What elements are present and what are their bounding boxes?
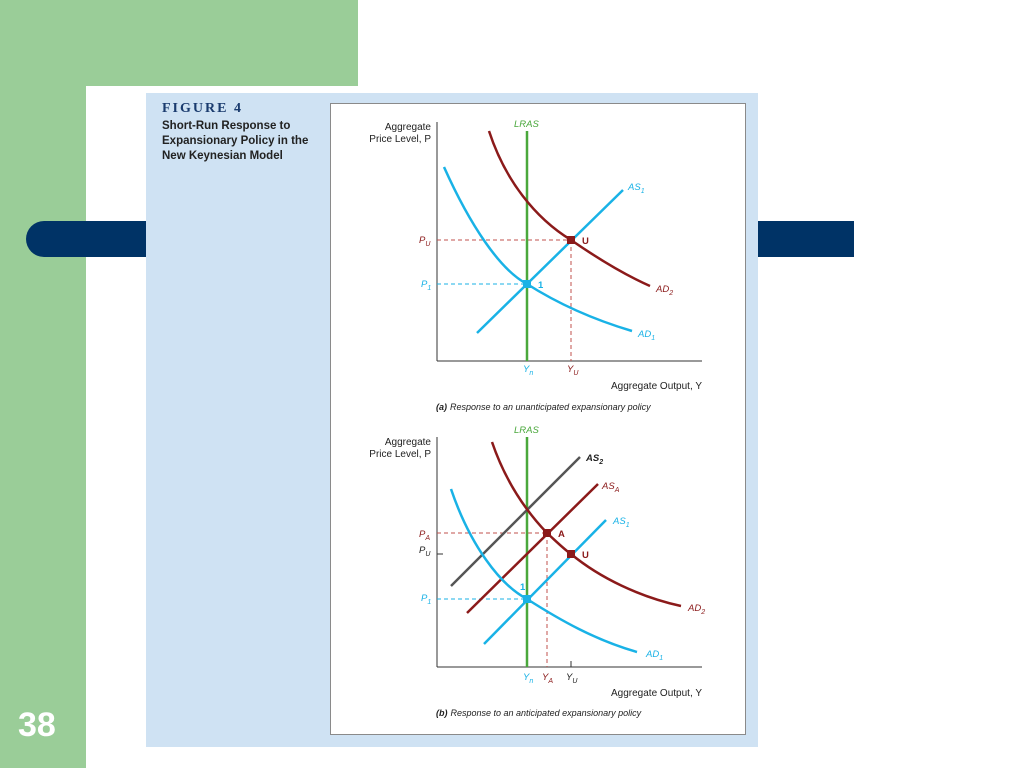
figure-label: FIGURE 4 [162,101,243,116]
panel-a-1-label: 1 [538,280,544,291]
panel-b-subcaption: (b) Response to an anticipated expansiona… [436,708,642,718]
panel-b-point-1 [523,595,531,603]
panel-a-pu-tick: PU [419,235,431,248]
slide-sidebar [0,0,86,768]
panel-a-u-label: U [582,236,589,247]
panel-b-y-title-2: Price Level, P [369,449,431,460]
panel-a-yn-tick: Yn [523,364,533,377]
panel-b-ya-tick: YA [542,672,553,685]
panel-b-as1-label: AS1 [612,516,630,529]
panel-b-yn-tick: Yn [523,672,533,685]
panel-b-asa-label: ASA [601,481,620,494]
panel-b-ad1-label: AD1 [645,649,663,662]
panel-b-x-title: Aggregate Output, Y [611,688,702,699]
panel-a-as1-label: AS1 [627,182,645,195]
panel-a-lras-label: LRAS [514,119,539,130]
panel-b-ad2-label: AD2 [687,603,705,616]
panel-a-yu-tick: YU [567,364,579,377]
panel-a-p1-tick: P1 [421,279,431,292]
panel-a-point-u [567,236,575,244]
panel-b-ad1-curve [449,488,638,654]
panel-a-ad1-label: AD1 [637,329,655,342]
panel-b-ad2-curve [490,441,682,608]
panel-b-pu-tick: PU [419,545,431,558]
panel-b-pa-tick: PA [419,529,430,542]
panel-a-y-title-1: Aggregate [385,122,432,133]
panel-b-point-u [567,550,575,558]
slide-page-number: 38 [18,706,56,744]
figure-caption: Short-Run Response to Expansionary Polic… [162,120,309,162]
slide-accent-bar-right [756,221,854,257]
panel-b-yu-tick: YU [566,672,578,685]
panel-b-point-a [543,529,551,537]
panel-b-as1-curve [483,519,607,645]
panel-a-ad2-label: AD2 [655,284,673,297]
panel-a: Aggregate Price Level, P Aggregate Outpu… [369,119,702,412]
panel-a-ad2-curve [487,130,651,288]
panel-b-y-title-1: Aggregate [385,437,432,448]
panel-b-asa-curve [466,483,599,614]
panel-b-u-label: U [582,550,589,561]
panel-a-subcaption: (a) Response to an unanticipated expansio… [436,402,651,412]
panel-a-as1-curve [476,189,624,334]
panel-b-lras-label: LRAS [514,425,539,436]
panel-b-as2-label: AS2 [585,453,603,466]
panel-a-ad1-curve [442,166,633,333]
figure-box [330,103,746,735]
panel-b-as2-curve [450,456,581,587]
panel-b-p1-tick: P1 [421,593,431,606]
panel-b-a-label: A [558,529,565,540]
panel-a-point-1 [523,280,531,288]
panel-b: Aggregate Price Level, P Aggregate Outpu… [369,425,705,718]
panel-a-y-title-2: Price Level, P [369,134,431,145]
panel-a-x-title: Aggregate Output, Y [611,381,702,392]
panel-b-1-label: 1 [520,582,526,593]
slide-accent-bar-left [26,221,156,257]
